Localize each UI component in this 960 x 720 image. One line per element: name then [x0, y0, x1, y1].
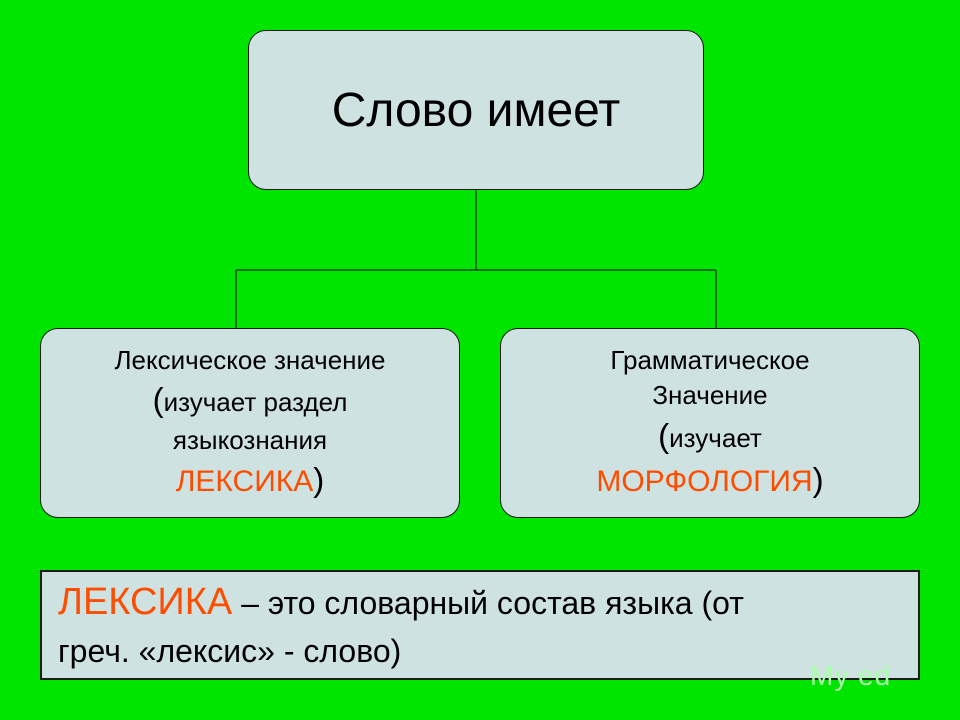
definition-box: ЛЕКСИКА – это словарный состав языка (от…	[40, 570, 920, 680]
watermark-text: My ed	[810, 660, 891, 691]
watermark: My ed	[810, 660, 891, 692]
root-node: Слово имеет	[248, 30, 704, 190]
child-node-0: Лексическое значение(изучает разделязыко…	[40, 328, 460, 518]
child-node-1: ГрамматическоеЗначение(изучаетМОРФОЛОГИЯ…	[500, 328, 920, 518]
root-node-text: Слово имеет	[332, 83, 621, 138]
definition-text: ЛЕКСИКА – это словарный состав языка (от…	[58, 576, 744, 674]
